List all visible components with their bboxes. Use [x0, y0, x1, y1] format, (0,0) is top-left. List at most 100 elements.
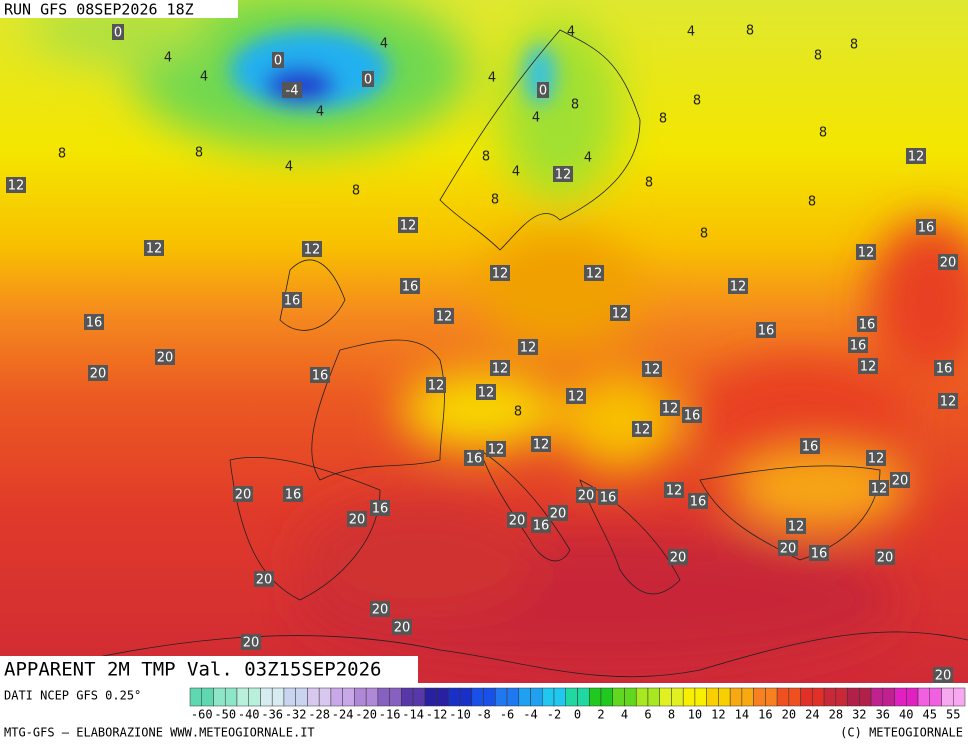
- map-value: 16: [811, 547, 828, 562]
- label-box: [682, 407, 702, 423]
- scale-label: -20: [355, 708, 377, 722]
- label-box: [938, 254, 958, 270]
- map-value: 16: [859, 318, 876, 333]
- scale-swatch: [929, 687, 942, 707]
- run-label: RUN GFS 08SEP2026 18Z: [4, 1, 194, 19]
- scale-swatch: [530, 687, 543, 707]
- map-value: 8: [659, 112, 667, 127]
- scale-swatch: [295, 687, 308, 707]
- label-box: [664, 482, 684, 498]
- map-value: 20: [940, 256, 957, 271]
- label-box: [660, 400, 680, 416]
- scale-swatch: [753, 687, 766, 707]
- label-box: [144, 240, 164, 256]
- scale-swatch: [518, 687, 531, 707]
- map-value: 0: [364, 73, 372, 88]
- run-box: [0, 0, 238, 18]
- scale-swatch: [365, 687, 379, 707]
- label-box: [398, 217, 418, 233]
- scale-swatch: [917, 687, 931, 707]
- scale-label: -50: [214, 708, 236, 722]
- scale-swatch: [729, 687, 743, 707]
- label-box: [642, 361, 662, 377]
- label-box: [476, 384, 496, 400]
- map-value: 16: [684, 409, 701, 424]
- scale-swatch: [248, 687, 261, 707]
- scale-swatch: [448, 687, 461, 707]
- scale-swatch: [765, 687, 778, 707]
- scale-label: 6: [644, 708, 651, 722]
- map-value: 20: [509, 514, 526, 529]
- scale-swatch: [224, 687, 238, 707]
- map-value: 8: [352, 184, 360, 199]
- map-value: 0: [114, 26, 122, 41]
- scale-label: 55: [946, 708, 960, 722]
- scale-swatch: [542, 687, 555, 707]
- map-value: 4: [380, 37, 388, 52]
- scale-swatch: [647, 687, 660, 707]
- map-value: 8: [819, 126, 827, 141]
- label-box: [490, 360, 510, 376]
- label-box: [486, 441, 506, 457]
- scale-swatch: [835, 687, 848, 707]
- scale-swatch: [318, 687, 332, 707]
- label-box: [933, 667, 953, 683]
- scale-swatch: [189, 687, 202, 707]
- scale-label: 4: [621, 708, 628, 722]
- scale-swatch: [882, 687, 895, 707]
- map-value: 12: [634, 423, 651, 438]
- label-box: [786, 518, 806, 534]
- map-value: 4: [532, 111, 540, 126]
- map-value: 12: [568, 390, 585, 405]
- scale-swatch: [941, 687, 954, 707]
- map-value: 12: [871, 482, 888, 497]
- scale-swatch: [741, 687, 754, 707]
- scale-label: 16: [758, 708, 772, 722]
- map-value: 8: [808, 195, 816, 210]
- scale-swatch: [283, 687, 296, 707]
- map-value: 4: [512, 165, 520, 180]
- label-box: [857, 316, 877, 332]
- map-value: 20: [90, 367, 107, 382]
- map-value: 16: [533, 519, 550, 534]
- scale-label: 2: [597, 708, 604, 722]
- scale-label: 14: [735, 708, 749, 722]
- label-box: [254, 571, 274, 587]
- label-box: [728, 278, 748, 294]
- scale-swatch: [260, 687, 273, 707]
- scale-swatch: [354, 687, 367, 707]
- map-value: 8: [700, 227, 708, 242]
- scale-swatch: [659, 687, 672, 707]
- label-box: [84, 314, 104, 330]
- map-value: 20: [877, 551, 894, 566]
- scale-swatch: [495, 687, 508, 707]
- map-value: 20: [243, 636, 260, 651]
- scale-label: -16: [379, 708, 401, 722]
- label-box: [6, 177, 26, 193]
- label-box: [906, 148, 926, 164]
- scale-label: -60: [191, 708, 213, 722]
- map-value: 4: [687, 25, 695, 40]
- map-value: 8: [746, 24, 754, 39]
- map-value: 16: [802, 440, 819, 455]
- scale-swatch: [800, 687, 813, 707]
- scale-swatch: [870, 687, 884, 707]
- map-value: 16: [758, 324, 775, 339]
- map-value: 12: [533, 438, 550, 453]
- map-value: 8: [645, 176, 653, 191]
- map-value: 16: [918, 221, 935, 236]
- scale-swatch: [600, 687, 613, 707]
- scale-swatch: [424, 687, 437, 707]
- map-value: 16: [86, 316, 103, 331]
- map-value: 12: [555, 168, 572, 183]
- scale-swatch: [483, 687, 496, 707]
- map-value: 12: [662, 402, 679, 417]
- scale-swatch: [236, 687, 249, 707]
- map-value: 8: [58, 147, 66, 162]
- map-value: 12: [612, 307, 629, 322]
- map-value: 12: [304, 243, 321, 258]
- map-value: 16: [312, 369, 329, 384]
- scale-label: 20: [782, 708, 796, 722]
